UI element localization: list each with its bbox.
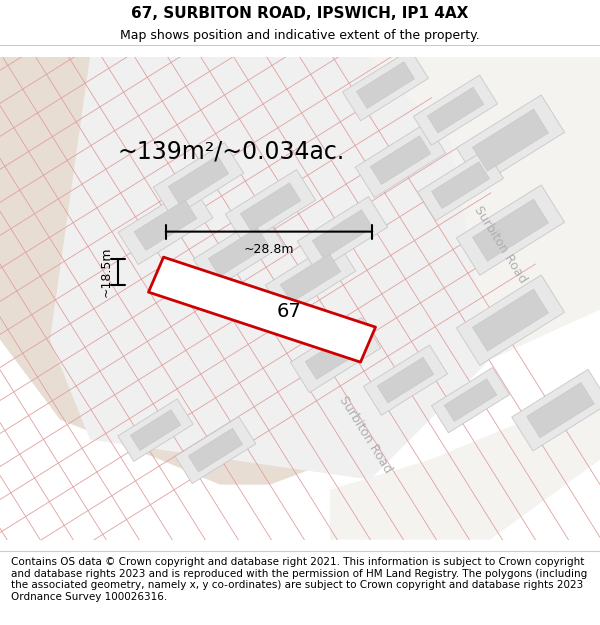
Text: Map shows position and indicative extent of the property.: Map shows position and indicative extent…	[120, 29, 480, 42]
Text: ~28.8m: ~28.8m	[244, 243, 294, 256]
Text: ~139m²/~0.034ac.: ~139m²/~0.034ac.	[118, 139, 345, 164]
Text: Surbiton Road: Surbiton Road	[336, 394, 394, 476]
Text: Contains OS data © Crown copyright and database right 2021. This information is : Contains OS data © Crown copyright and d…	[11, 557, 587, 602]
Text: ~18.5m: ~18.5m	[100, 247, 113, 298]
Text: 67, SURBITON ROAD, IPSWICH, IP1 4AX: 67, SURBITON ROAD, IPSWICH, IP1 4AX	[131, 6, 469, 21]
Text: Surbiton Road: Surbiton Road	[471, 204, 529, 286]
Text: 67: 67	[277, 302, 302, 321]
